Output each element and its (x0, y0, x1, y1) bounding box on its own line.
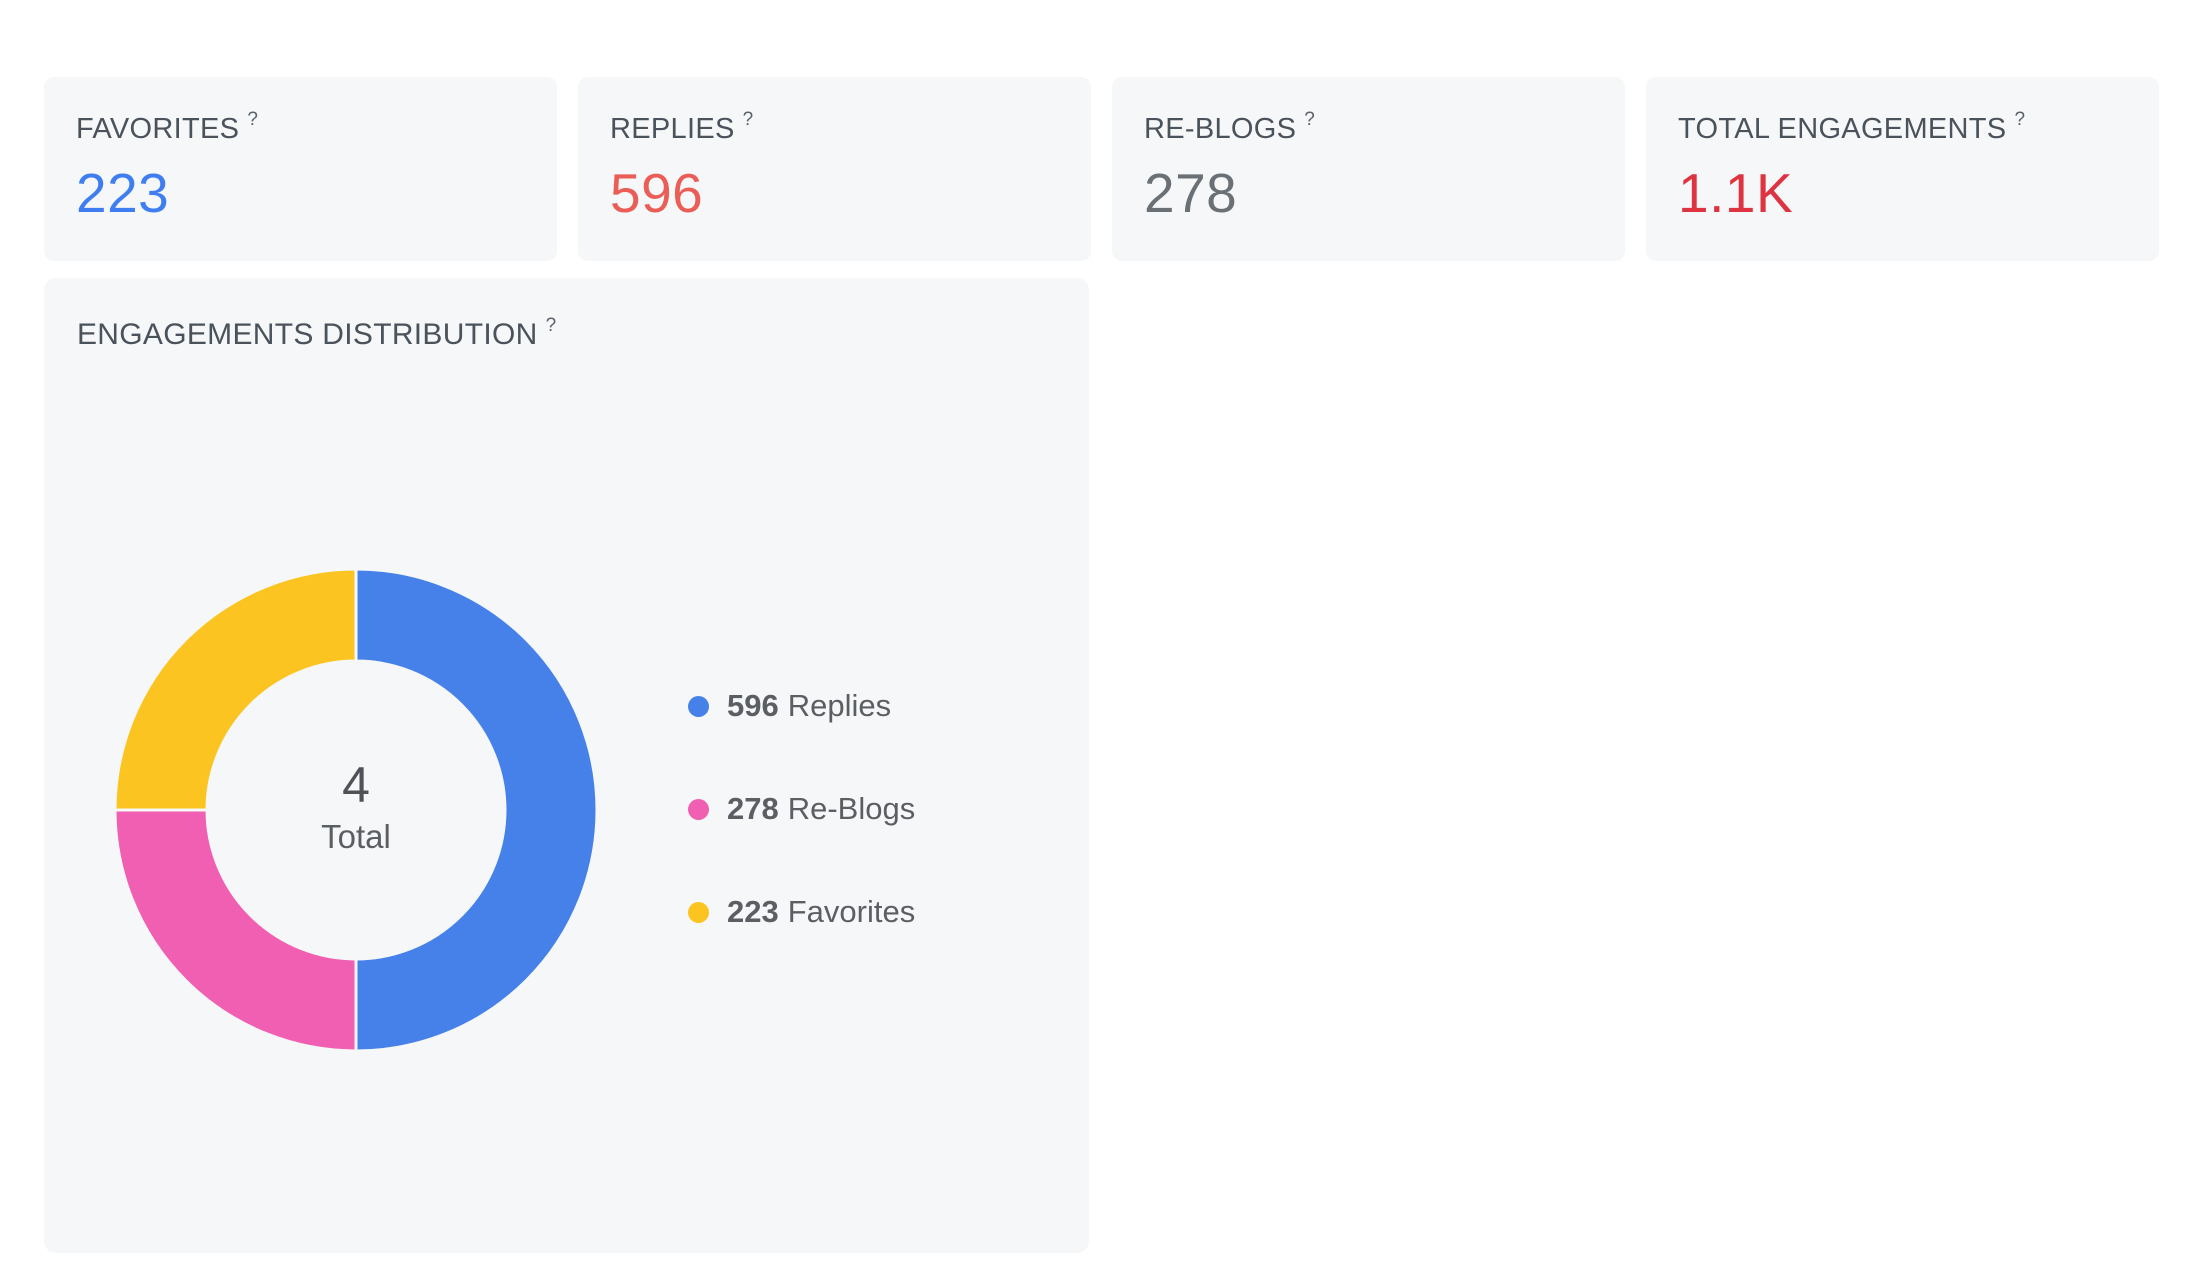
legend-color-dot (688, 695, 709, 717)
legend-color-dot (688, 798, 709, 820)
legend-item-replies[interactable]: 596 Replies (688, 687, 915, 725)
stat-label: RE-BLOGS (1144, 113, 1297, 145)
stat-value: 596 (610, 162, 704, 224)
stat-value: 1.1K (1678, 162, 1794, 224)
stat-label: REPLIES (610, 113, 735, 145)
stat-card-reblogs: RE-BLOGS? 278 (1112, 77, 1625, 261)
legend-value: 223 (727, 894, 779, 929)
stat-value: 278 (1144, 162, 1238, 224)
stat-label: FAVORITES (76, 113, 240, 145)
donut-chart (106, 560, 606, 1060)
help-icon[interactable]: ? (247, 109, 259, 130)
help-icon[interactable]: ? (742, 109, 754, 130)
legend-item-re-blogs[interactable]: 278 Re-Blogs (688, 790, 915, 828)
stat-card-title: REPLIES? (610, 109, 1059, 146)
legend-item-favorites[interactable]: 223 Favorites (688, 893, 915, 931)
engagements-distribution-card: ENGAGEMENTS DISTRIBUTION? 4 Total 596 Rep… (44, 278, 1089, 1253)
chart-title-label: ENGAGEMENTS DISTRIBUTION (77, 318, 538, 351)
stats-row: FAVORITES? 223 REPLIES? 596 RE-BLOGS? 27… (44, 77, 2159, 261)
legend-value: 596 (727, 688, 779, 723)
legend-color-dot (688, 901, 709, 923)
legend-label: Favorites (787, 894, 916, 929)
stat-card-title: TOTAL ENGAGEMENTS? (1678, 109, 2127, 146)
help-icon[interactable]: ? (2014, 109, 2026, 130)
stat-card-total-engagements: TOTAL ENGAGEMENTS? 1.1K (1646, 77, 2159, 261)
chart-title: ENGAGEMENTS DISTRIBUTION? (77, 315, 557, 352)
donut-segment-favorites[interactable] (113, 567, 358, 812)
legend-value: 278 (727, 791, 779, 826)
legend-label: Replies (787, 688, 892, 723)
stat-card-title: FAVORITES? (76, 109, 525, 146)
help-icon[interactable]: ? (1304, 109, 1316, 130)
stat-card-replies: REPLIES? 596 (578, 77, 1091, 261)
donut-segment-re-blogs[interactable] (113, 808, 358, 1053)
donut-svg (113, 567, 599, 1053)
chart-legend: 596 Replies 278 Re-Blogs 223 Favorites (688, 687, 915, 996)
help-icon[interactable]: ? (545, 315, 557, 336)
stat-label: TOTAL ENGAGEMENTS (1678, 113, 2007, 145)
stat-card-title: RE-BLOGS? (1144, 109, 1593, 146)
stat-value: 223 (76, 162, 170, 224)
stat-card-favorites: FAVORITES? 223 (44, 77, 557, 261)
donut-segment-replies[interactable] (354, 567, 599, 1053)
legend-label: Re-Blogs (787, 791, 916, 826)
